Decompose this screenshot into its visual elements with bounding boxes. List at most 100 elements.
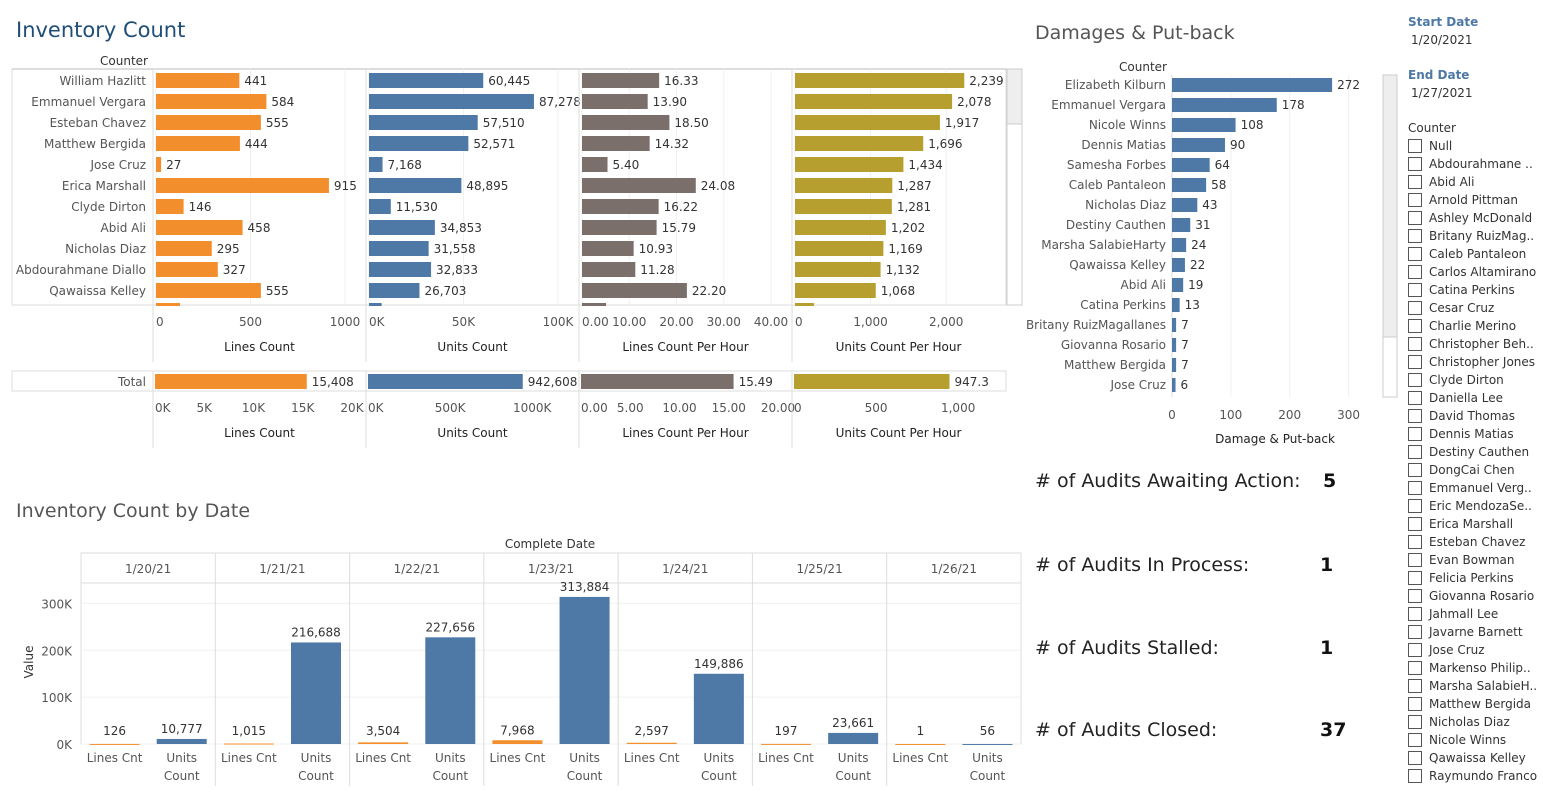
date-label: 1/26/21 (931, 562, 977, 576)
bar (794, 374, 950, 389)
checkbox[interactable] (1408, 697, 1422, 711)
checkbox[interactable] (1408, 175, 1422, 189)
counter-filter-item-label: Jahmall Lee (1429, 607, 1499, 621)
checkbox[interactable] (1408, 715, 1422, 729)
counter-filter-item-label: Cesar Cruz (1429, 301, 1495, 315)
bar (369, 199, 391, 214)
bar-label: 7 (1181, 318, 1189, 332)
counter-filter-item[interactable]: Jahmall Lee (1408, 606, 1538, 624)
checkbox[interactable] (1408, 391, 1422, 405)
counter-filter-item[interactable]: Giovanna Rosario (1408, 588, 1538, 606)
counter-filter-item[interactable]: Nicole Winns (1408, 732, 1538, 750)
counter-filter-item[interactable]: Ashley McDonald (1408, 210, 1538, 228)
checkbox[interactable] (1408, 211, 1422, 225)
counter-filter-item[interactable]: Cesar Cruz (1408, 300, 1538, 318)
checkbox[interactable] (1408, 625, 1422, 639)
checkbox[interactable] (1408, 769, 1422, 783)
counter-filter-item[interactable]: Javarne Barnett (1408, 624, 1538, 642)
counter-filter-item[interactable]: Charlie Merino (1408, 318, 1538, 336)
checkbox[interactable] (1408, 229, 1422, 243)
counter-filter-item[interactable]: Catina Perkins (1408, 282, 1538, 300)
bar-label: 13.90 (653, 95, 687, 109)
counter-filter-item[interactable]: DongCai Chen (1408, 462, 1538, 480)
checkbox[interactable] (1408, 265, 1422, 279)
checkbox[interactable] (1408, 589, 1422, 603)
bar-overflow (582, 303, 607, 306)
counter-filter-item[interactable]: Raymundo Franco (1408, 768, 1538, 786)
counter-filter-item[interactable]: Nicholas Diaz (1408, 714, 1538, 732)
counter-filter-item[interactable]: Matthew Bergida (1408, 696, 1538, 714)
counter-filter-item[interactable]: Britany RuizMag.. (1408, 228, 1538, 246)
row-label: Clyde Dirton (71, 200, 146, 214)
counter-filter-item[interactable]: Daniella Lee (1408, 390, 1538, 408)
counter-filter-item[interactable]: Eric MendozaSe.. (1408, 498, 1538, 516)
counter-filter-item[interactable]: Caleb Pantaleon (1408, 246, 1538, 264)
checkbox[interactable] (1408, 355, 1422, 369)
checkbox[interactable] (1408, 139, 1422, 153)
tick-label: 1000 (330, 315, 361, 329)
checkbox[interactable] (1408, 445, 1422, 459)
counter-filter-item[interactable]: Abid Ali (1408, 174, 1538, 192)
checkbox[interactable] (1408, 553, 1422, 567)
checkbox[interactable] (1408, 463, 1422, 477)
counter-filter-item[interactable]: Clyde Dirton (1408, 372, 1538, 390)
checkbox[interactable] (1408, 481, 1422, 495)
checkbox[interactable] (1408, 427, 1422, 441)
bar (156, 220, 243, 235)
tick-label: 500 (239, 315, 262, 329)
bar-label: 48,895 (466, 179, 508, 193)
counter-filter-item[interactable]: Marsha SalabieH.. (1408, 678, 1538, 696)
checkbox[interactable] (1408, 247, 1422, 261)
sub-category-label: Count (567, 769, 603, 783)
counter-filter-item-label: Javarne Barnett (1429, 625, 1523, 639)
bar-label: 942,608 (528, 375, 578, 389)
tick-label: 0K (155, 401, 172, 415)
checkbox[interactable] (1408, 337, 1422, 351)
counter-filter-item[interactable]: Abdourahmane .. (1408, 156, 1538, 174)
counter-filter-item[interactable]: Destiny Cauthen (1408, 444, 1538, 462)
counter-filter-item[interactable]: Erica Marshall (1408, 516, 1538, 534)
checkbox[interactable] (1408, 751, 1422, 765)
counter-filter-item[interactable]: Dennis Matias (1408, 426, 1538, 444)
bar-label: 22 (1190, 258, 1205, 272)
counter-filter-item[interactable]: Felicia Perkins (1408, 570, 1538, 588)
counter-filter-item[interactable]: Qawaissa Kelley (1408, 750, 1538, 768)
counter-filter-item[interactable]: Emmanuel Verg.. (1408, 480, 1538, 498)
start-date-value[interactable]: 1/20/2021 (1411, 33, 1473, 47)
checkbox[interactable] (1408, 571, 1422, 585)
checkbox[interactable] (1408, 607, 1422, 621)
checkbox[interactable] (1408, 661, 1422, 675)
checkbox[interactable] (1408, 499, 1422, 513)
checkbox[interactable] (1408, 193, 1422, 207)
end-date-value[interactable]: 1/27/2021 (1411, 86, 1473, 100)
counter-filter-item[interactable]: Carlos Altamirano (1408, 264, 1538, 282)
checkbox[interactable] (1408, 733, 1422, 747)
counter-filter-item[interactable]: Christopher Jones (1408, 354, 1538, 372)
bar-label: 1,068 (881, 284, 915, 298)
bar (369, 73, 484, 88)
bar (156, 262, 218, 277)
counter-filter-item[interactable]: Null (1408, 138, 1538, 156)
checkbox[interactable] (1408, 409, 1422, 423)
checkbox[interactable] (1408, 643, 1422, 657)
checkbox[interactable] (1408, 373, 1422, 387)
counter-filter-item[interactable]: David Thomas (1408, 408, 1538, 426)
counter-filter-item[interactable]: Jose Cruz (1408, 642, 1538, 660)
row-label: Jose Cruz (1109, 378, 1166, 392)
checkbox[interactable] (1408, 157, 1422, 171)
checkbox[interactable] (1408, 283, 1422, 297)
counter-filter-item[interactable]: Evan Bowman (1408, 552, 1538, 570)
bar-label: 108 (1241, 118, 1264, 132)
counter-filter-item[interactable]: Markenso Philip.. (1408, 660, 1538, 678)
checkbox[interactable] (1408, 517, 1422, 531)
counter-filter-item[interactable]: Arnold Pittman (1408, 192, 1538, 210)
checkbox[interactable] (1408, 319, 1422, 333)
checkbox[interactable] (1408, 301, 1422, 315)
counter-filter-item[interactable]: Esteban Chavez (1408, 534, 1538, 552)
bar (156, 178, 329, 193)
checkbox[interactable] (1408, 679, 1422, 693)
counter-filter-item[interactable]: Christopher Beh.. (1408, 336, 1538, 354)
bar (582, 136, 650, 151)
checkbox[interactable] (1408, 535, 1422, 549)
sub-category-label: Count (970, 769, 1006, 783)
